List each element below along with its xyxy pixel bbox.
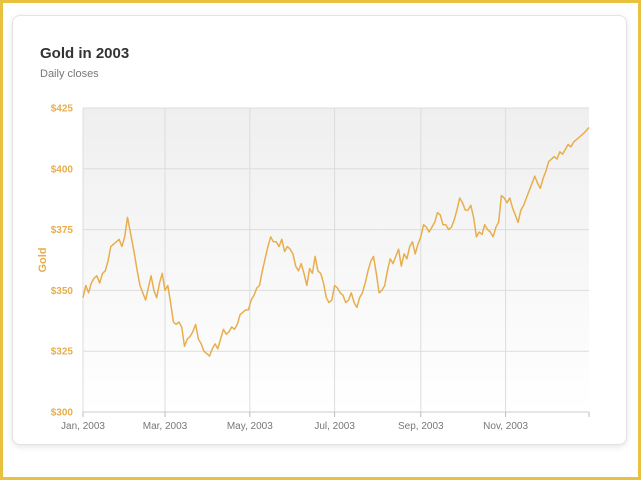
y-tick-label: $300 [51, 408, 74, 419]
y-tick-label: $375 [51, 225, 74, 236]
x-tick-label: Jul, 2003 [314, 421, 355, 432]
x-tick-label: May, 2003 [227, 421, 273, 432]
x-tick-label: Nov, 2003 [483, 421, 528, 432]
x-tick-label: Jan, 2003 [61, 421, 105, 432]
y-axis-title: Gold [37, 247, 49, 272]
y-tick-label: $325 [51, 347, 74, 358]
y-tick-label: $350 [51, 286, 74, 297]
axes: $300 $325 $350 $375 $400 $425 Jan, 2003 Mar, 20… [51, 104, 590, 432]
x-tick-label: Mar, 2003 [143, 421, 188, 432]
chart-subtitle: Daily closes [40, 68, 99, 80]
y-tick-label: $400 [51, 164, 74, 175]
chart-title: Gold in 2003 [40, 45, 130, 62]
series-layer [82, 127, 590, 357]
series-line [82, 127, 590, 357]
x-tick-label: Sep, 2003 [398, 421, 444, 432]
plot-area [83, 108, 589, 412]
y-tick-label: $425 [51, 104, 74, 115]
